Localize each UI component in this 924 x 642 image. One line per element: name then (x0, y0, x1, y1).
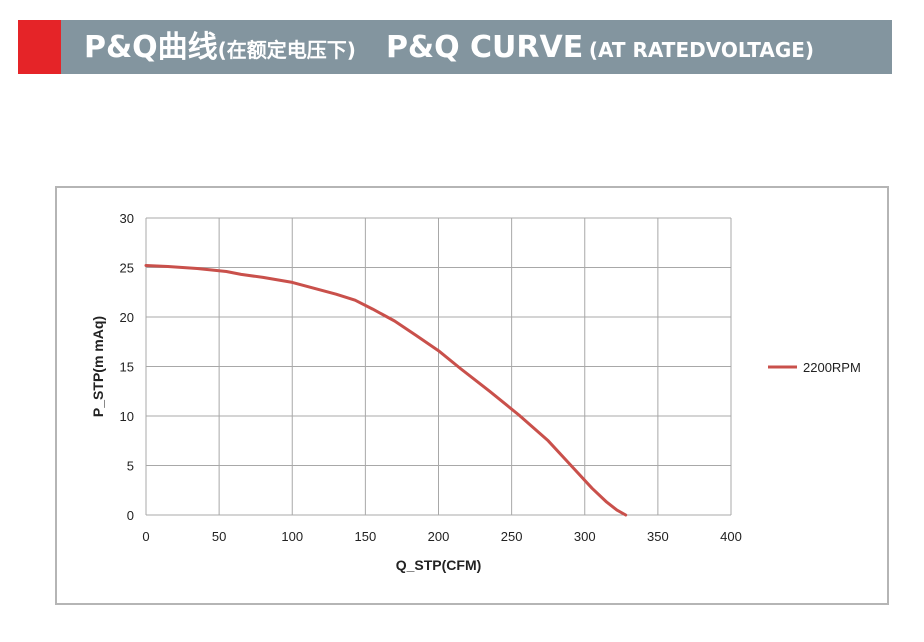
x-tick-label: 100 (281, 529, 303, 544)
banner-title: P&Q曲线(在额定电压下) P&Q CURVE (AT RATEDVOLTAGE) (84, 20, 814, 74)
x-tick-label: 400 (720, 529, 742, 544)
y-tick-label: 25 (120, 261, 134, 276)
x-tick-labels: 0 50 100 150 200 250 300 350 400 (142, 529, 741, 544)
y-tick-label: 15 (120, 360, 134, 375)
x-tick-label: 50 (212, 529, 226, 544)
x-axis-label: Q_STP(CFM) (396, 557, 482, 573)
chart-grid (145, 217, 732, 516)
y-tick-label: 0 (127, 508, 134, 523)
y-tick-label: 5 (127, 459, 134, 474)
chart-frame (55, 186, 889, 605)
y-tick-label: 30 (120, 211, 134, 226)
header-banner: P&Q曲线(在额定电压下) P&Q CURVE (AT RATEDVOLTAGE) (18, 20, 892, 74)
y-tick-labels: 0 5 10 15 20 25 30 (120, 211, 134, 523)
x-tick-label: 300 (574, 529, 596, 544)
title-main-en: P&Q CURVE (385, 30, 584, 65)
x-tick-label: 200 (428, 529, 450, 544)
banner-accent (18, 20, 61, 74)
legend-entry-2200rpm: 2200RPM (803, 360, 861, 375)
title-sub-en: (AT RATEDVOLTAGE) (588, 38, 815, 62)
y-axis-label: P_STP(m mAq) (90, 316, 106, 417)
x-tick-label: 150 (355, 529, 377, 544)
x-tick-label: 250 (501, 529, 523, 544)
x-tick-label: 350 (647, 529, 669, 544)
y-tick-label: 20 (120, 310, 134, 325)
x-tick-label: 0 (142, 529, 149, 544)
title-main-cn: P&Q曲线 (84, 30, 218, 65)
series-line-2200rpm (144, 264, 628, 517)
y-tick-label: 10 (120, 409, 134, 424)
title-sub-cn: (在额定电压下) (217, 38, 356, 62)
